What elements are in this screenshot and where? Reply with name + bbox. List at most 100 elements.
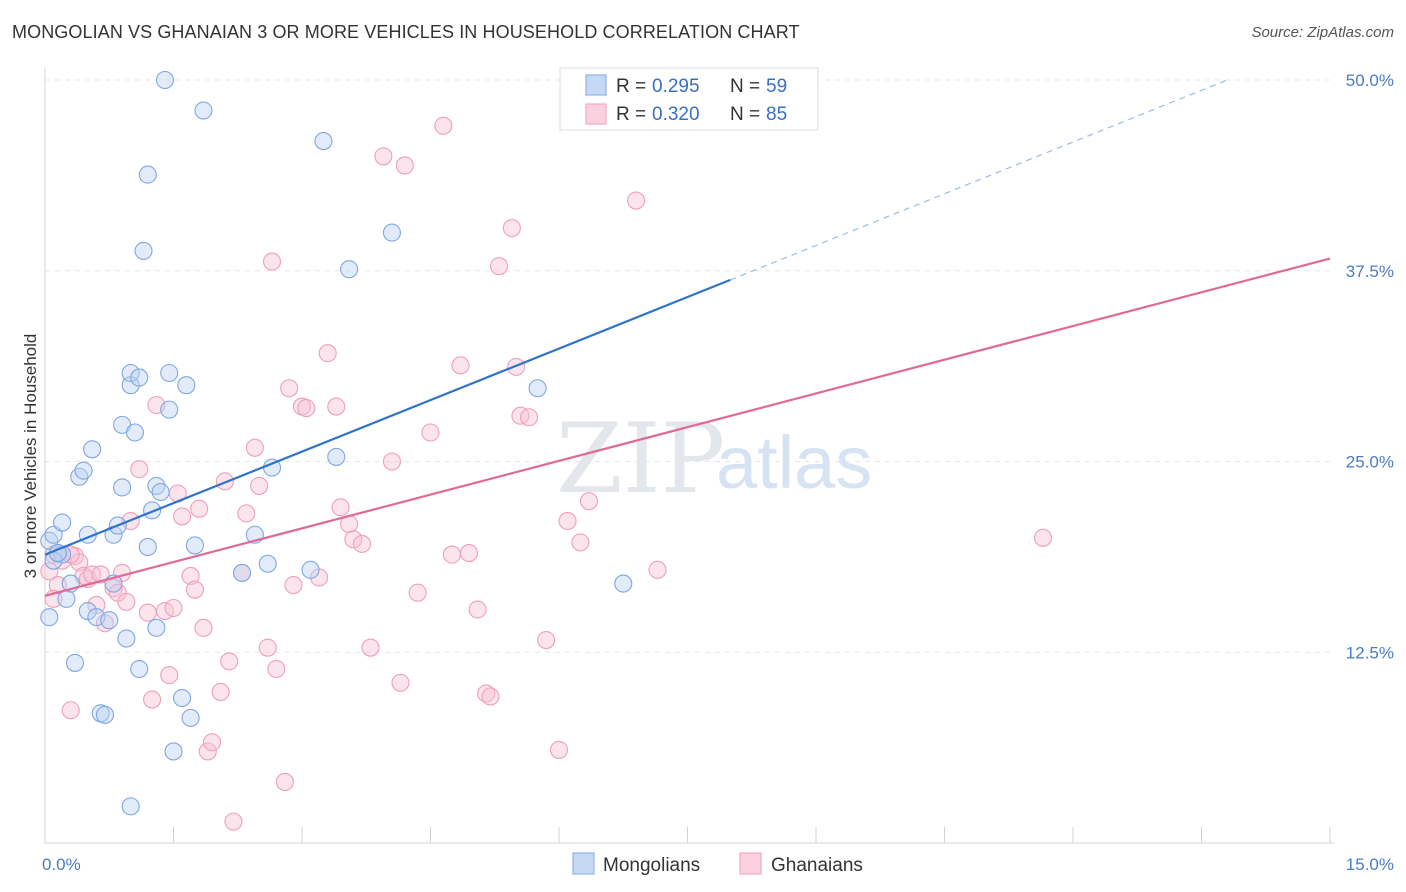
ghanaian-point xyxy=(245,438,264,457)
mongolian-point xyxy=(100,611,119,630)
ghanaian-point xyxy=(280,379,299,398)
mongolian-point xyxy=(185,536,204,555)
ghanaian-point xyxy=(395,156,414,175)
mongolian-point xyxy=(151,482,170,502)
mongolian-point xyxy=(160,363,179,383)
y-tick-label: 37.5% xyxy=(1346,262,1394,281)
chart-title: MONGOLIAN VS GHANAIAN 3 OR MORE VEHICLES… xyxy=(12,22,800,42)
mongolian-point xyxy=(125,423,144,442)
y-tick-label: 25.0% xyxy=(1346,453,1394,472)
ghanaian-point xyxy=(181,566,200,586)
mongolian-point xyxy=(117,629,136,648)
ghanaian-point xyxy=(459,544,479,563)
y-tick-label: 50.0% xyxy=(1346,71,1394,90)
ghanaian-point xyxy=(331,498,350,517)
mongolian-point xyxy=(173,688,192,708)
bottom-legend-label-ghanaians: Ghanaians xyxy=(771,855,863,876)
mongolian-point xyxy=(44,525,63,544)
ghanaian-point xyxy=(224,812,243,831)
legend-n-label-2: N = xyxy=(730,104,760,125)
mongolian-point xyxy=(65,653,85,672)
mongolian-point xyxy=(130,368,149,387)
ghanaian-point xyxy=(262,252,282,271)
ghanaian-point xyxy=(361,638,380,657)
mongolian-point xyxy=(40,608,59,627)
ghanaian-trendline xyxy=(44,257,1331,597)
ghanaian-point xyxy=(421,423,440,442)
gridlines xyxy=(45,79,1334,653)
mongolian-point xyxy=(95,705,115,724)
ghanaian-point xyxy=(130,460,149,479)
mongolian-point xyxy=(181,708,200,727)
ghanaian-point xyxy=(211,682,230,701)
bottom-legend-swatch-mongolians xyxy=(572,852,595,875)
y-tick-label: 12.5% xyxy=(1346,643,1394,662)
legend-swatch-mongolians xyxy=(585,74,607,96)
legend-n-value-2: 85 xyxy=(766,104,787,125)
watermark-zip: ZIP xyxy=(556,403,725,515)
ghanaian-point xyxy=(537,630,556,650)
ghanaian-point xyxy=(502,218,521,238)
mongolian-point xyxy=(138,537,157,557)
y-tick-labels: 12.5% 25.0% 37.5% 50.0% xyxy=(1346,71,1394,662)
ghanaian-point xyxy=(327,397,346,416)
ghanaian-point xyxy=(237,504,256,523)
watermark-atlas: atlas xyxy=(716,421,872,504)
ghanaian-point xyxy=(160,666,179,685)
legend-r-label-2: R = xyxy=(616,104,646,125)
ghanaian-point xyxy=(571,533,590,552)
ghanaian-point xyxy=(194,618,213,637)
ghanaian-point xyxy=(143,690,162,709)
mongolian-point xyxy=(74,461,93,480)
ghanaian-point xyxy=(61,701,80,720)
ghanaian-point xyxy=(468,600,487,619)
x-axis-ticks xyxy=(173,827,1331,843)
x-tick-label-min: 0.0% xyxy=(42,855,81,874)
ghanaian-point xyxy=(220,652,239,671)
mongolian-point xyxy=(121,797,140,816)
mongolian-trendline-extension xyxy=(730,79,1228,281)
legend-r-label-1: R = xyxy=(616,76,646,97)
ghanaian-point xyxy=(382,452,402,471)
ghanaian-point xyxy=(434,116,453,135)
mongolian-point xyxy=(340,260,359,279)
ghanaian-point xyxy=(549,740,569,759)
mongolian-point xyxy=(177,376,196,395)
ghanaian-point xyxy=(408,583,427,602)
ghanaian-point xyxy=(138,603,157,622)
mongolian-point xyxy=(528,379,547,398)
legend-r-value-1: 0.295 xyxy=(652,76,700,97)
ghanaian-point xyxy=(344,530,363,549)
mongolian-point xyxy=(130,659,149,679)
ghanaian-point xyxy=(185,580,204,599)
ghanaian-point xyxy=(391,673,410,692)
legend-r-value-2: 0.320 xyxy=(652,104,700,125)
ghanaian-point xyxy=(481,687,500,706)
ghanaian-point xyxy=(267,659,286,679)
correlation-legend: R = 0.295 N = 59 R = 0.320 N = 85 xyxy=(559,67,819,131)
ghanaian-point xyxy=(297,399,316,418)
bottom-legend-label-mongolians: Mongolians xyxy=(603,855,700,876)
mongolian-point xyxy=(382,223,402,242)
mongolian-point xyxy=(53,513,72,532)
legend-n-label-1: N = xyxy=(730,76,760,97)
ghanaian-point xyxy=(374,147,393,166)
ghanaian-point xyxy=(190,499,209,518)
ghanaian-point xyxy=(558,511,577,531)
ghanaian-points xyxy=(40,116,1053,831)
mongolian-point xyxy=(327,447,346,466)
ghanaian-point xyxy=(198,742,217,761)
ghanaian-point xyxy=(203,733,222,752)
ghanaian-point xyxy=(318,344,337,363)
mongolian-point xyxy=(314,131,333,151)
ghanaian-point xyxy=(579,492,599,511)
mongolian-point xyxy=(232,563,252,582)
mongolian-point xyxy=(194,101,213,120)
mongolian-point xyxy=(113,478,132,497)
ghanaian-point xyxy=(91,565,110,584)
ghanaian-point xyxy=(173,507,192,526)
mongolian-point xyxy=(614,574,633,593)
ghanaian-point xyxy=(164,598,183,618)
ghanaian-point xyxy=(40,562,59,581)
